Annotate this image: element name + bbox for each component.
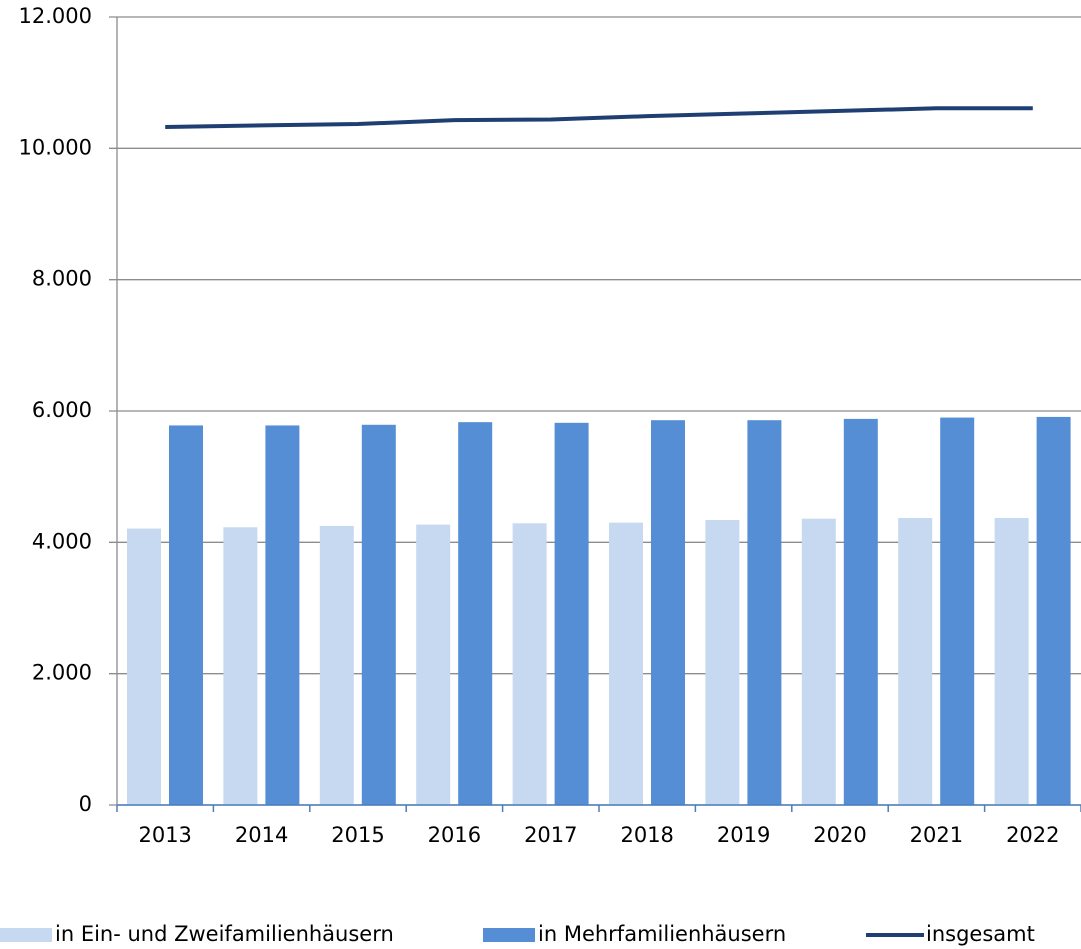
bar [361,424,396,805]
legend-label: in Mehrfamilienhäusern [538,922,786,946]
bar [265,425,300,805]
x-tick-label: 2019 [717,823,770,847]
bar [512,523,547,805]
bar [940,417,975,805]
bar [994,518,1029,805]
bar [319,525,354,805]
x-tick-label: 2022 [1006,823,1059,847]
bar [705,520,740,805]
x-tick-label: 2016 [428,823,481,847]
y-tick-label: 8.000 [32,267,92,291]
x-tick-label: 2015 [331,823,384,847]
legend-swatch [0,928,52,942]
y-tick-label: 10.000 [19,135,92,159]
legend-label: in Ein- und Zweifamilienhäusern [55,922,394,946]
bar [458,422,493,805]
line [165,106,1033,129]
bar [127,528,161,805]
bar [651,420,685,805]
bar [416,524,451,805]
x-tick-label: 2018 [620,823,673,847]
bar [801,518,836,805]
x-tick-label: 2021 [910,823,963,847]
legend-label: insgesamt [926,922,1035,946]
y-tick-label: 12.000 [19,4,92,28]
x-tick-label: 2020 [813,823,866,847]
y-tick-label: 0 [79,792,92,816]
bar [223,527,258,805]
bar [843,418,878,805]
x-tick-label: 2017 [524,823,577,847]
x-tick-label: 2013 [138,823,191,847]
bar [554,422,589,805]
bar [898,518,933,805]
bar [747,420,782,805]
bar [1036,416,1071,805]
bar [609,522,643,805]
bar [169,425,203,805]
x-tick-label: 2014 [235,823,288,847]
y-tick-label: 6.000 [32,398,92,422]
y-tick-label: 4.000 [32,529,92,553]
y-tick-label: 2.000 [32,661,92,685]
legend-swatch [483,928,535,942]
